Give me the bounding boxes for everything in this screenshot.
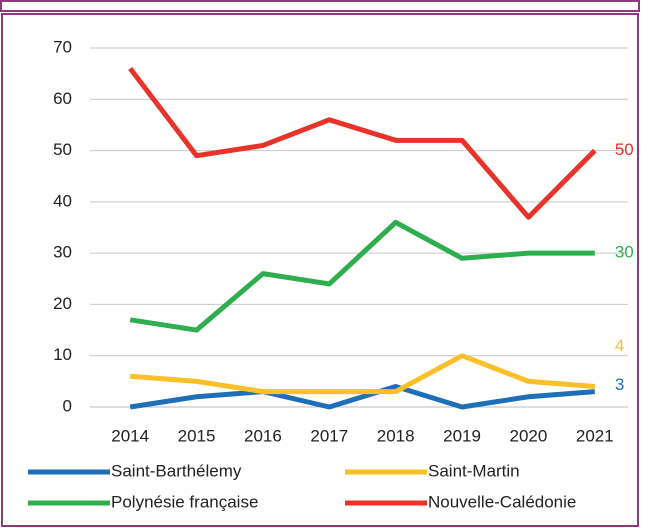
series-line — [128, 66, 597, 220]
y-tick-label: 50 — [53, 140, 72, 159]
x-tick-label: 2019 — [443, 426, 481, 445]
x-tick-label: 2021 — [576, 426, 614, 445]
end-label: 4 — [615, 336, 624, 355]
x-tick-label: 2016 — [244, 426, 282, 445]
end-label: 30 — [615, 243, 634, 262]
x-tick-label: 2014 — [111, 426, 149, 445]
y-tick-label: 10 — [53, 345, 72, 364]
series-line — [129, 219, 595, 333]
y-tick-label: 30 — [53, 243, 72, 262]
x-tick-label: 2017 — [310, 426, 348, 445]
legend-label: Nouvelle-Calédonie — [428, 492, 576, 511]
chart-frame — [1, 13, 639, 527]
end-label: 50 — [615, 140, 634, 159]
y-tick-label: 70 — [53, 37, 72, 56]
y-tick-label: 40 — [53, 191, 72, 210]
series-line — [129, 383, 596, 410]
series-line — [129, 353, 596, 395]
legend-label: Saint-Barthélemy — [111, 461, 242, 480]
y-tick-label: 20 — [53, 294, 72, 313]
x-tick-label: 2020 — [510, 426, 548, 445]
x-tick-label: 2015 — [178, 426, 216, 445]
end-label: 3 — [615, 375, 624, 394]
y-tick-label: 0 — [63, 396, 72, 415]
legend-label: Saint-Martin — [428, 461, 520, 480]
legend-label: Polynésie française — [111, 492, 258, 511]
x-tick-label: 2018 — [377, 426, 415, 445]
y-tick-label: 60 — [53, 89, 72, 108]
top-frame — [0, 0, 640, 12]
